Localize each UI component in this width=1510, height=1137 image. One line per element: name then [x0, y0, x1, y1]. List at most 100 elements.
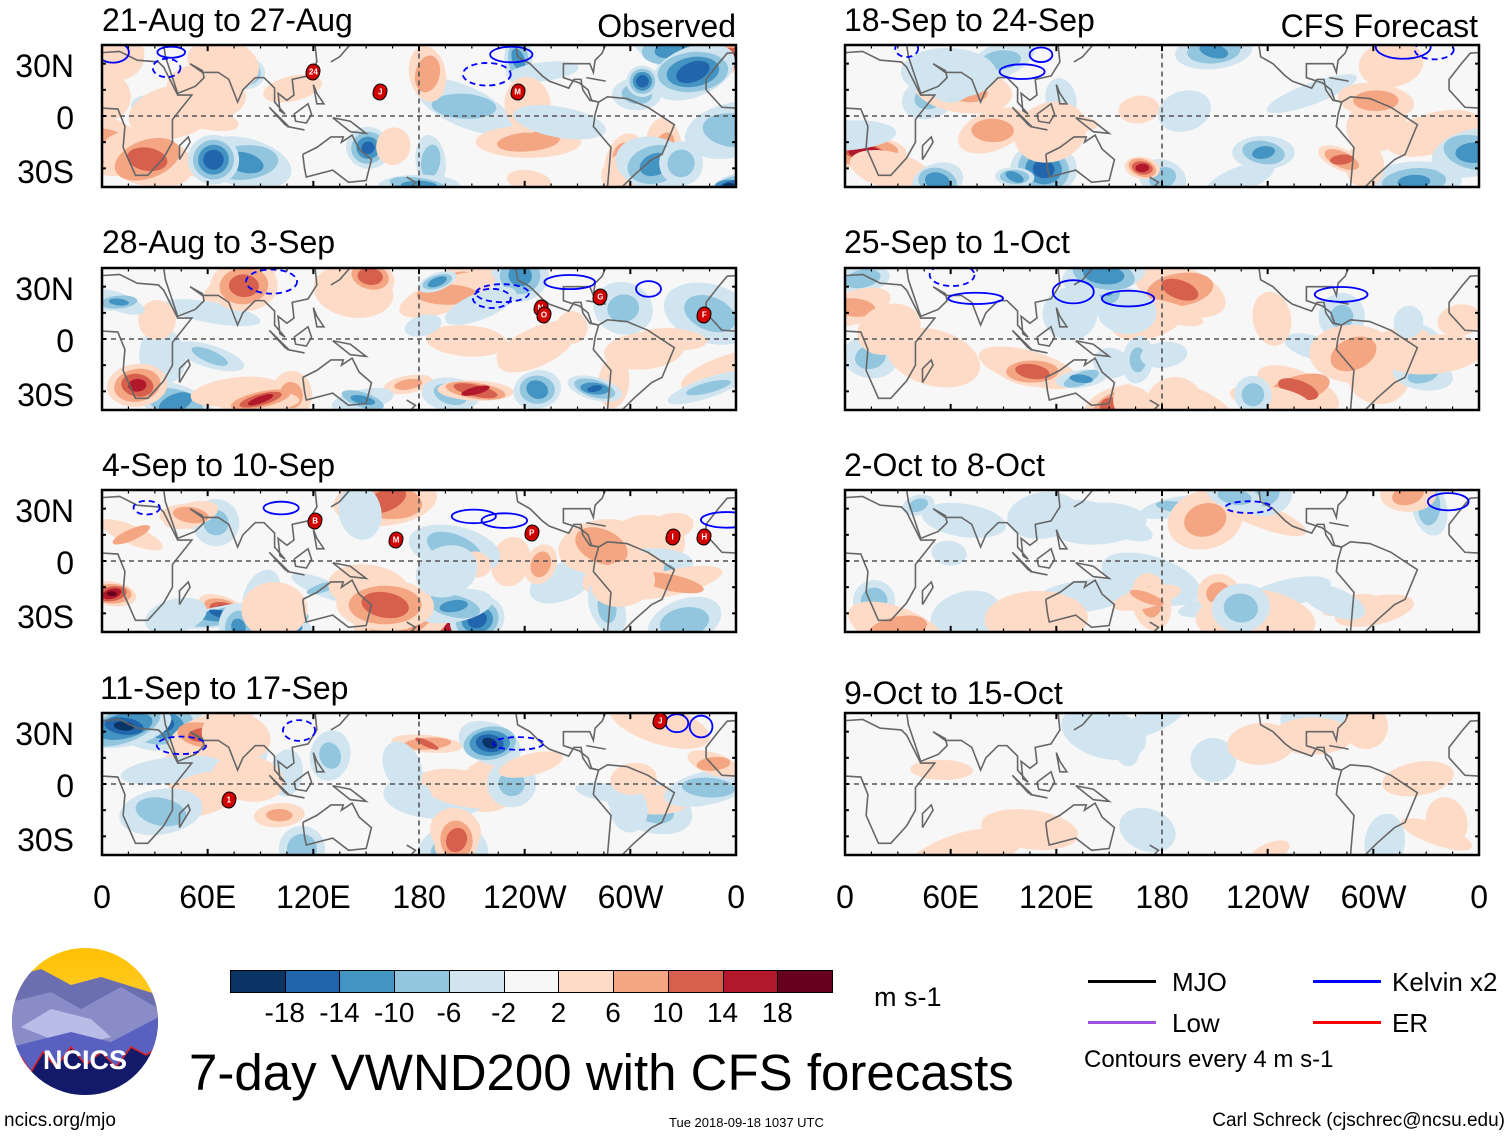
kelvin-contour: [246, 270, 297, 294]
x-tick-label: 60W: [1340, 879, 1407, 915]
wind-anomaly-field: [906, 713, 1473, 855]
kelvin-contour: [157, 47, 185, 58]
ncics-logo: NCICS: [12, 948, 158, 1095]
coastline: [303, 135, 372, 182]
legend-line-er: [1313, 1021, 1381, 1024]
coastline: [313, 85, 324, 104]
coastline: [333, 118, 366, 134]
kelvin-contour: [473, 289, 511, 308]
coastline: [1046, 803, 1115, 850]
x-tick-label: 0: [1470, 879, 1489, 915]
y-tick-label: 30N: [15, 271, 74, 307]
coastline: [294, 549, 312, 568]
coastline: [815, 274, 935, 398]
coastline: [1449, 719, 1510, 843]
coastline: [706, 51, 826, 175]
coastline: [179, 805, 190, 828]
kelvin-contour: [134, 501, 160, 515]
wind-anomaly-field: [845, 45, 1479, 187]
x-tick-label: 60W: [597, 879, 664, 915]
kelvin-contour: [264, 502, 299, 515]
tropical-cyclone-marker: J: [652, 712, 668, 730]
coastline: [287, 349, 305, 352]
coastline: [1046, 580, 1115, 627]
coastline: [1056, 85, 1067, 104]
legend-label-er: ER: [1392, 1008, 1429, 1038]
coastline: [922, 137, 933, 160]
coastline: [287, 794, 305, 797]
map-panel-forecast-4: [845, 713, 1479, 855]
wind-anomaly-field: [102, 713, 736, 855]
coastline: [907, 489, 1060, 559]
colorbar-swatch: [394, 970, 450, 993]
tropical-cyclone-marker: O: [536, 306, 552, 324]
y-tick-label: 0: [56, 100, 74, 136]
kelvin-contour: [97, 42, 129, 63]
legend-label-kelvin: Kelvin x2: [1392, 967, 1498, 997]
coastline: [72, 719, 192, 843]
coastline: [1076, 118, 1109, 134]
coastline: [907, 44, 1060, 114]
coastline: [303, 358, 372, 405]
y-tick-label: 0: [56, 323, 74, 359]
tropical-cyclone-marker: M: [388, 531, 404, 549]
coastline: [922, 805, 933, 828]
coastline: [1336, 320, 1417, 411]
y-tick-label: 30N: [15, 716, 74, 752]
coastline: [1076, 341, 1109, 357]
coastline: [813, 805, 824, 828]
x-tick-label: 120W: [1226, 879, 1310, 915]
coastline: [164, 489, 317, 559]
legend-label-mjo: MJO: [1172, 967, 1227, 997]
legend-line-low: [1088, 1021, 1156, 1024]
x-tick-label: 60E: [179, 879, 237, 915]
kelvin-contour: [1053, 280, 1094, 303]
y-tick-label: 30N: [15, 493, 74, 529]
footer-author: Carl Schreck (cjschrec@ncsu.edu): [1212, 1110, 1505, 1131]
coastline: [72, 274, 192, 398]
coastline: [593, 320, 674, 411]
coastline: [1037, 327, 1055, 346]
panel-title: 21-Aug to 27-Aug: [102, 2, 353, 38]
map-panel-forecast-3: [845, 490, 1479, 632]
x-tick-label: 0: [93, 879, 111, 915]
colorbar-swatch: [777, 970, 833, 993]
figure-title: 7-day VWND200 with CFS forecasts: [189, 1044, 1014, 1101]
tropical-cyclone-marker: H: [696, 528, 712, 546]
coastline: [1030, 571, 1048, 574]
coastline: [1037, 772, 1055, 791]
footer-url[interactable]: ncics.org/mjo: [4, 1110, 116, 1131]
coastline: [593, 765, 674, 856]
coastline: [333, 786, 366, 802]
coastline: [586, 746, 605, 749]
coastline: [1046, 358, 1115, 405]
map-panel-observed-1: 24 J M: [102, 45, 736, 187]
tropical-cyclone-marker: G: [592, 288, 608, 306]
observed-label: Observed: [597, 8, 736, 44]
colorbar-swatch: [667, 970, 724, 993]
kelvin-contour: [895, 40, 918, 57]
kelvin-contour: [1415, 40, 1454, 59]
x-tick-label: 60E: [922, 879, 980, 915]
coastline: [287, 126, 305, 129]
coastline: [331, 267, 350, 284]
coastline: [1046, 135, 1115, 182]
x-tick-label: 120E: [276, 879, 351, 915]
x-tick-label: 180: [1135, 879, 1189, 915]
kelvin-contour: [153, 59, 181, 77]
colorbar-swatch: [448, 970, 505, 993]
x-tick-label: 180: [392, 879, 446, 915]
kelvin-contour: [490, 47, 532, 63]
colorbar-label: 6: [605, 997, 621, 1028]
footer-timestamp: Tue 2018-09-18 1037 UTC: [669, 1115, 824, 1130]
tropical-cyclone-marker: M: [510, 83, 526, 101]
panel-title: 11-Sep to 17-Sep: [100, 670, 349, 706]
coastline: [179, 137, 190, 160]
coastline: [815, 496, 935, 620]
coastline: [1449, 51, 1510, 175]
coastline: [813, 137, 824, 160]
coastline: [1076, 563, 1109, 579]
coastline: [313, 753, 324, 772]
panel-title: 28-Aug to 3-Sep: [102, 224, 336, 260]
